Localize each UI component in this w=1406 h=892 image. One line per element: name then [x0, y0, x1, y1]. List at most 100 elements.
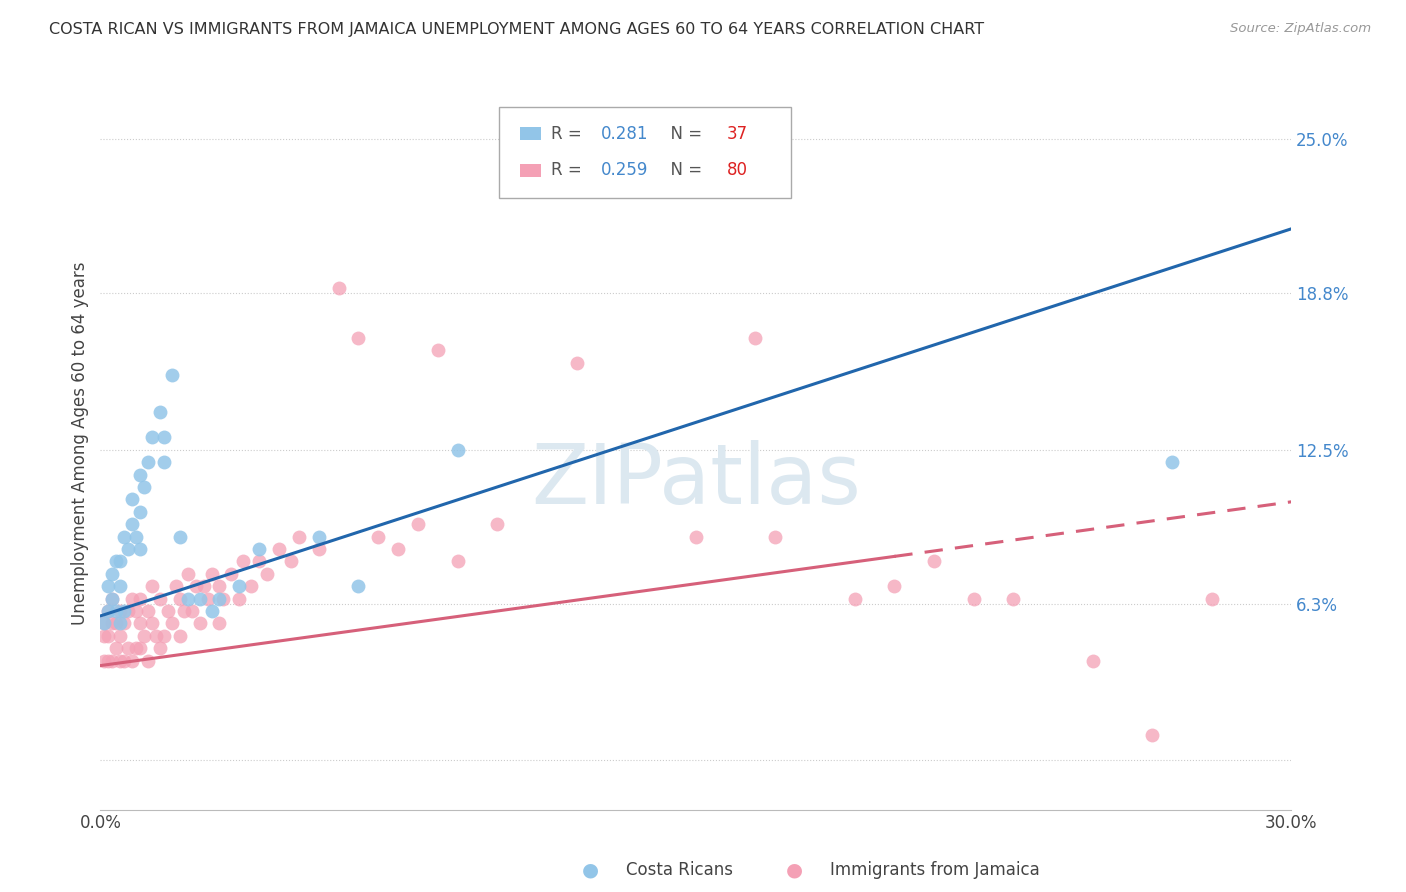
Point	[288, 530, 311, 544]
Point	[156, 604, 179, 618]
Point	[129, 616, 152, 631]
Point	[212, 591, 235, 606]
Point	[97, 579, 120, 593]
Point	[129, 591, 152, 606]
Point	[208, 591, 231, 606]
Point	[153, 629, 176, 643]
Point	[160, 368, 183, 383]
FancyBboxPatch shape	[499, 107, 792, 198]
Point	[406, 517, 429, 532]
Point	[308, 530, 330, 544]
Point	[93, 616, 115, 631]
Point	[136, 604, 159, 618]
Text: ●: ●	[786, 860, 803, 880]
Point	[1201, 591, 1223, 606]
Point	[136, 455, 159, 469]
Point	[149, 405, 172, 419]
Text: N =: N =	[659, 161, 707, 179]
FancyBboxPatch shape	[520, 128, 541, 140]
Point	[165, 579, 187, 593]
Point	[129, 467, 152, 482]
Point	[108, 616, 131, 631]
Point	[328, 281, 350, 295]
Point	[129, 505, 152, 519]
Point	[486, 517, 509, 532]
Point	[169, 530, 191, 544]
Point	[121, 492, 143, 507]
Point	[93, 616, 115, 631]
Point	[184, 579, 207, 593]
Point	[105, 604, 128, 618]
Point	[149, 641, 172, 656]
Point	[121, 517, 143, 532]
Point	[169, 629, 191, 643]
Point	[1002, 591, 1025, 606]
Point	[347, 331, 370, 345]
Point	[180, 604, 202, 618]
Text: 80: 80	[727, 161, 748, 179]
Point	[93, 654, 115, 668]
Point	[125, 530, 148, 544]
Point	[387, 541, 409, 556]
Point	[208, 616, 231, 631]
Point	[108, 554, 131, 568]
Point	[112, 616, 135, 631]
Point	[228, 591, 250, 606]
Point	[963, 591, 986, 606]
Point	[105, 641, 128, 656]
Text: Costa Ricans: Costa Ricans	[626, 861, 733, 879]
Point	[367, 530, 389, 544]
Point	[108, 604, 131, 618]
Point	[129, 541, 152, 556]
Text: ZIPatlas: ZIPatlas	[531, 440, 860, 521]
Point	[844, 591, 866, 606]
Text: 37: 37	[727, 125, 748, 143]
Point	[188, 591, 211, 606]
FancyBboxPatch shape	[520, 164, 541, 177]
Point	[97, 629, 120, 643]
Point	[247, 554, 270, 568]
Point	[1081, 654, 1104, 668]
Point	[125, 604, 148, 618]
Point	[141, 579, 163, 593]
Point	[221, 566, 243, 581]
Text: 0.281: 0.281	[600, 125, 648, 143]
Point	[108, 579, 131, 593]
Point	[176, 591, 198, 606]
Point	[247, 541, 270, 556]
Y-axis label: Unemployment Among Ages 60 to 64 years: Unemployment Among Ages 60 to 64 years	[72, 261, 89, 625]
Point	[117, 541, 139, 556]
Point	[121, 591, 143, 606]
Point	[101, 566, 124, 581]
Point	[240, 579, 263, 593]
Point	[145, 629, 167, 643]
Point	[200, 566, 222, 581]
Point	[108, 654, 131, 668]
Point	[763, 530, 786, 544]
Point	[176, 566, 198, 581]
Point	[446, 442, 468, 457]
Point	[97, 604, 120, 618]
Point	[347, 579, 370, 593]
Point	[565, 356, 588, 370]
Point	[197, 591, 219, 606]
Point	[141, 430, 163, 444]
Point	[125, 641, 148, 656]
Point	[228, 579, 250, 593]
Point	[93, 629, 115, 643]
Point	[308, 541, 330, 556]
Point	[153, 430, 176, 444]
Point	[1161, 455, 1184, 469]
Point	[744, 331, 766, 345]
Point	[685, 530, 707, 544]
Text: N =: N =	[659, 125, 707, 143]
Point	[117, 604, 139, 618]
Point	[280, 554, 302, 568]
Point	[193, 579, 215, 593]
Point	[426, 343, 449, 358]
Text: ●: ●	[582, 860, 599, 880]
Point	[132, 629, 155, 643]
Point	[169, 591, 191, 606]
Point	[101, 591, 124, 606]
Point	[136, 654, 159, 668]
